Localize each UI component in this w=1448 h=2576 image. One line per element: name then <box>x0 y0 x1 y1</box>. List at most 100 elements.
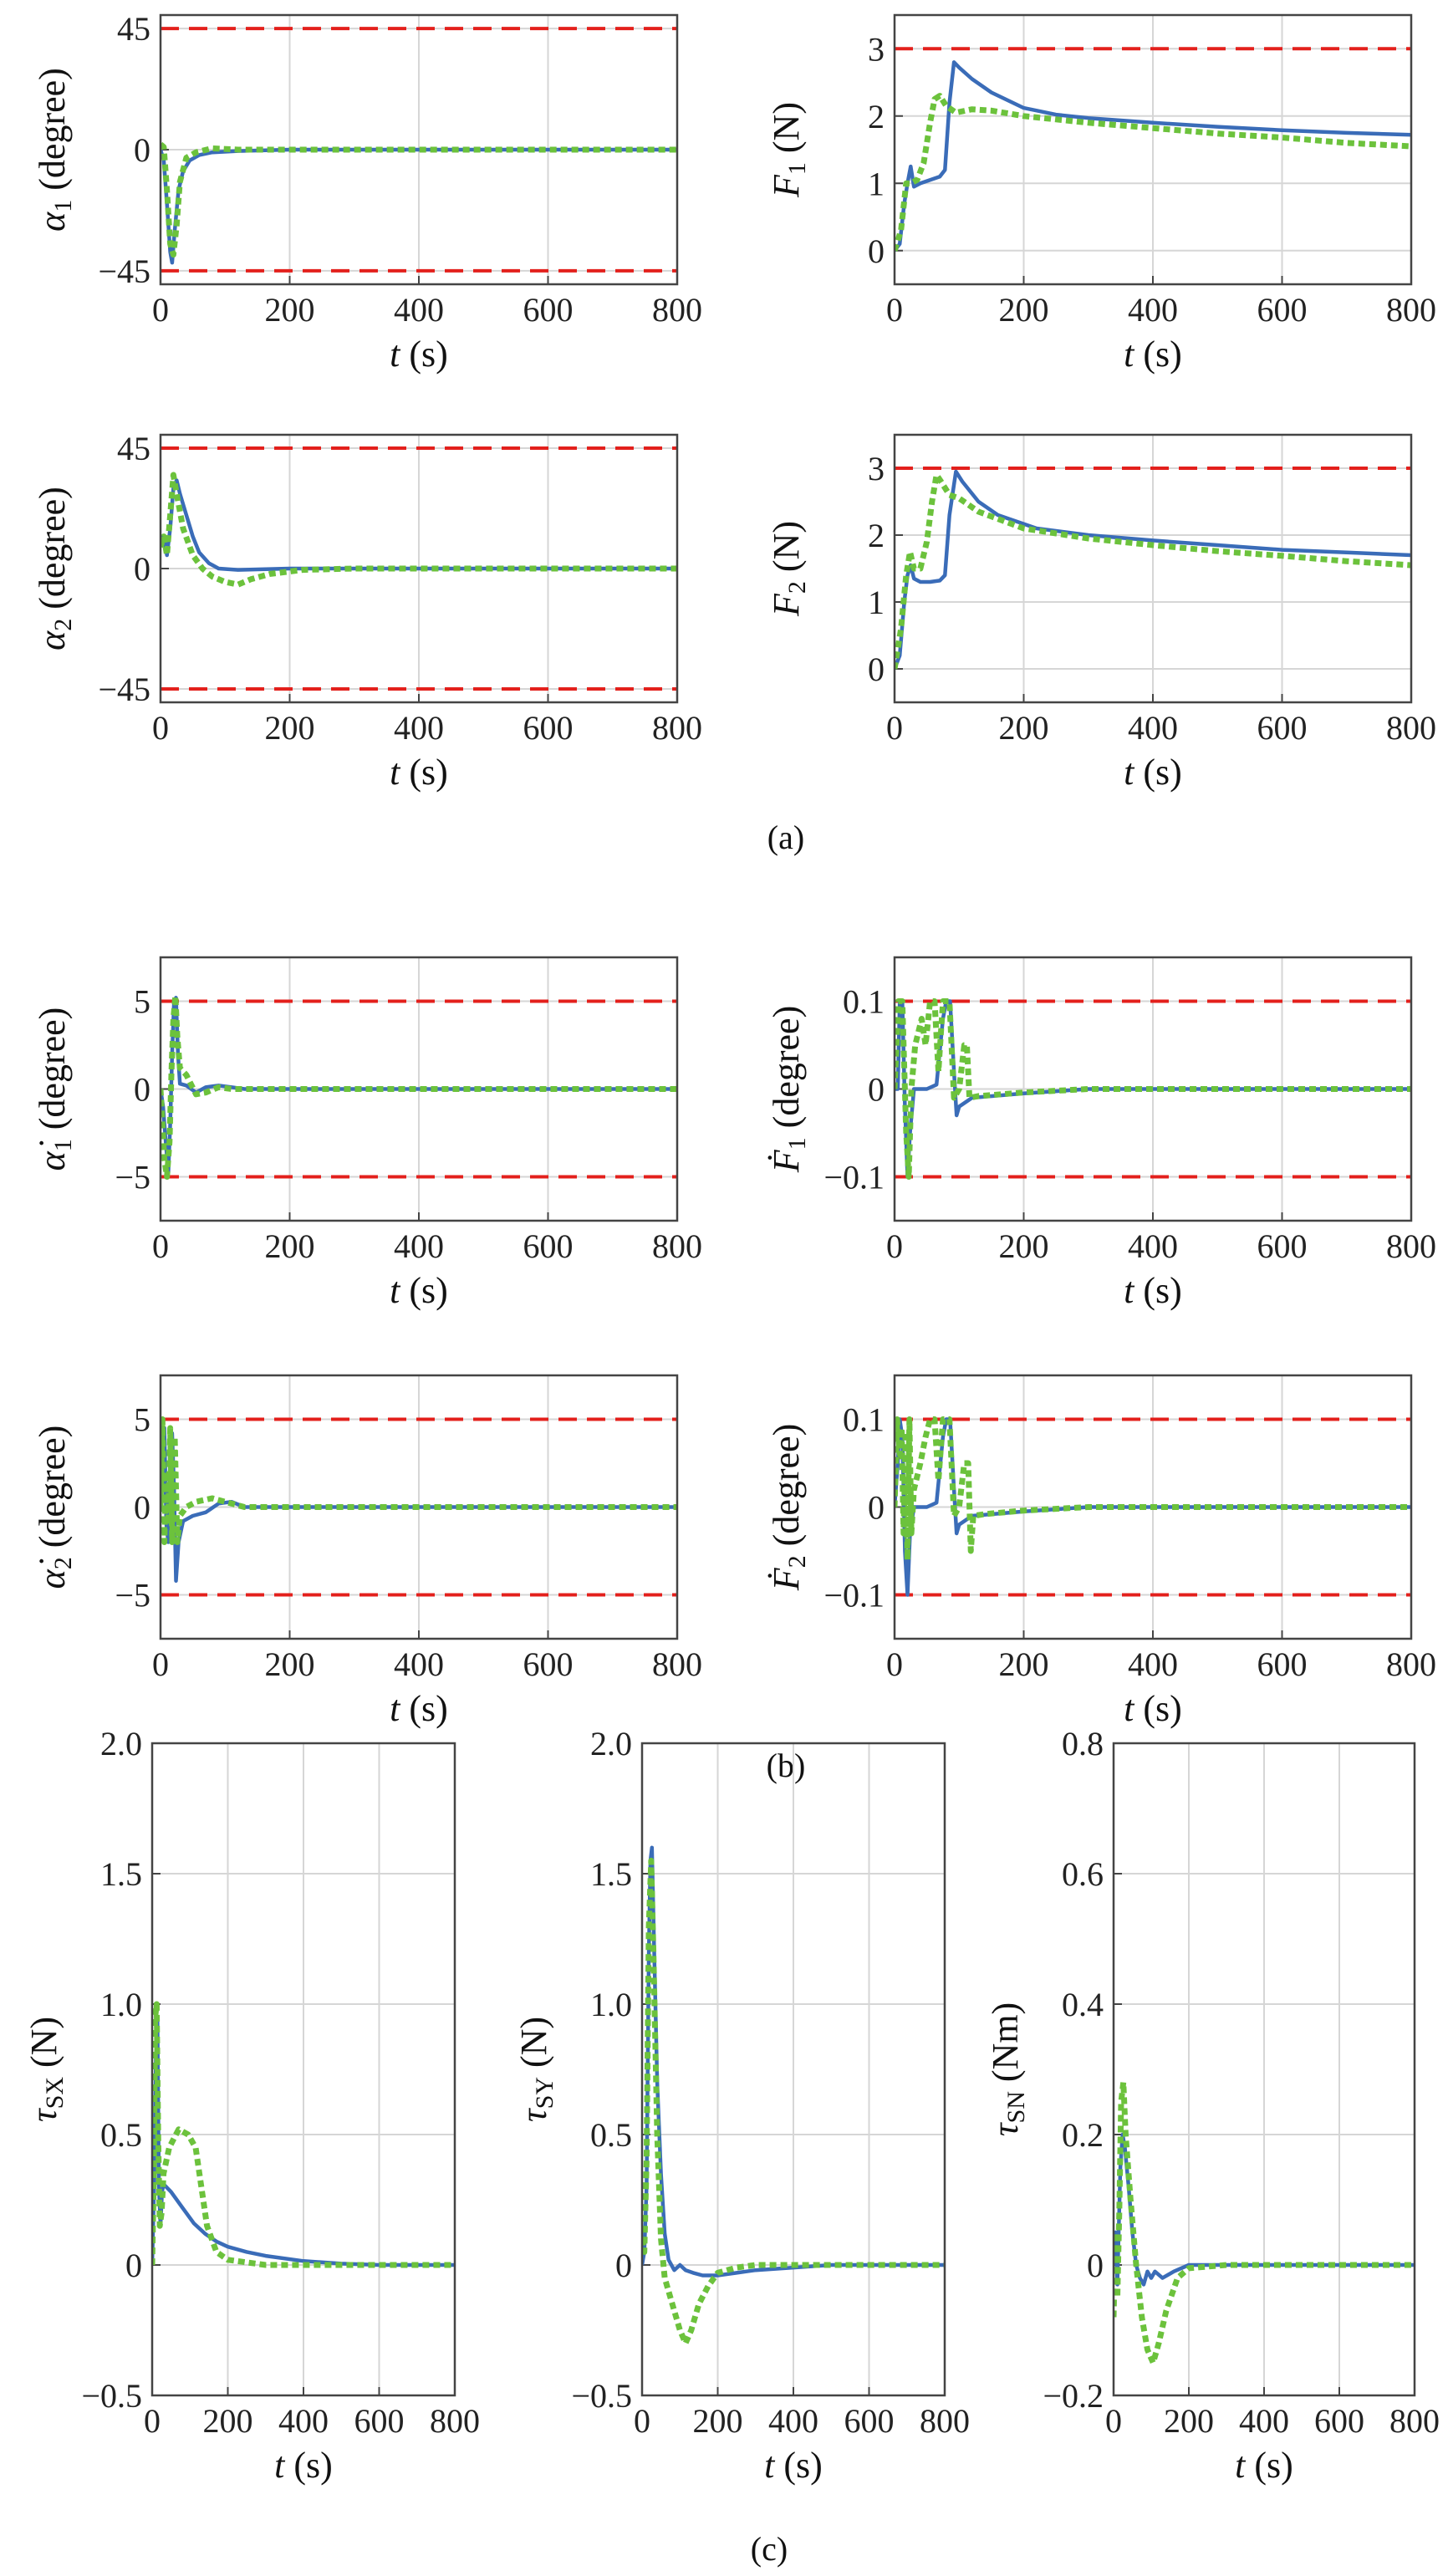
y-tick-label: 0 <box>868 1071 885 1109</box>
y-tick-label: 0 <box>868 232 885 270</box>
x-tick-label: 800 <box>652 709 702 747</box>
y-tick-label: 0 <box>868 1489 885 1527</box>
series-line-dotted <box>161 472 677 588</box>
x-tick-label: 800 <box>652 1227 702 1265</box>
x-tick-label: 800 <box>1386 291 1436 329</box>
x-tick-label: 600 <box>1314 2402 1364 2440</box>
x-tick-label: 600 <box>1257 291 1308 329</box>
y-tick-label: −0.2 <box>1043 2377 1104 2415</box>
y-axis-label: Ḟ1 (degree) <box>766 1006 811 1173</box>
chart-tauSY: 0 200 400 600 800−0.500.51.01.52.0t (s)τSY (… <box>513 1725 970 2486</box>
series-line-dotted <box>1114 2079 1415 2366</box>
y-axis-label: F1 (N) <box>766 102 811 198</box>
y-tick-label: 45 <box>117 430 150 467</box>
x-tick-label: 200 <box>203 2402 253 2440</box>
x-axis-label: t (s) <box>390 334 448 375</box>
y-tick-label: 0 <box>125 2247 142 2284</box>
caption-a: (a) <box>767 819 804 856</box>
x-axis-label: t (s) <box>390 1270 448 1311</box>
x-tick-label: 600 <box>354 2402 405 2440</box>
plot-frame <box>159 1374 679 1640</box>
x-tick-label: 400 <box>1128 1645 1178 1683</box>
x-tick-label: 400 <box>394 709 444 747</box>
y-tick-label: −0.1 <box>823 1577 885 1614</box>
y-tick-label: 0.5 <box>590 2116 632 2154</box>
plot-frame <box>893 13 1413 286</box>
x-tick-label: 400 <box>394 1645 444 1683</box>
y-tick-label: 0 <box>615 2247 632 2284</box>
chart-F1: 0 200 400 600 800 0 1 2 3 t (s) F1 (N) <box>766 13 1436 375</box>
plot-frame <box>159 433 679 704</box>
x-tick-label: 400 <box>394 1227 444 1265</box>
x-tick-label: 0 <box>1105 2402 1122 2440</box>
chart-tauSX: 0 200 400 600 800−0.500.51.01.52.0t (s)τSX (… <box>23 1725 480 2486</box>
x-tick-label: 600 <box>844 2402 895 2440</box>
chart-F1dot: 0 200 400 600 800−0.100.1t (s)Ḟ1 (degree) <box>766 956 1436 1311</box>
y-tick-label: 3 <box>868 30 885 68</box>
y-tick-label: 1 <box>868 165 885 202</box>
plot-frame <box>159 956 679 1222</box>
plot-frame <box>159 13 679 286</box>
series-line-dotted <box>642 1857 945 2347</box>
y-tick-label: 0.8 <box>1062 1725 1104 1762</box>
x-tick-label: 800 <box>652 1645 702 1683</box>
y-tick-label: −5 <box>115 1159 150 1196</box>
y-tick-label: −5 <box>115 1577 150 1614</box>
x-tick-label: 800 <box>1389 2402 1440 2440</box>
x-tick-label: 600 <box>1257 709 1308 747</box>
x-axis-label: t (s) <box>274 2445 333 2486</box>
y-tick-label: 0 <box>134 1071 150 1109</box>
x-axis-label: t (s) <box>1124 1688 1182 1729</box>
y-tick-label: 0.6 <box>1062 1855 1104 1893</box>
caption-c: (c) <box>751 2530 788 2568</box>
x-tick-label: 600 <box>523 1645 574 1683</box>
caption-b: (b) <box>767 1747 806 1784</box>
y-tick-label: 1.0 <box>100 1986 142 2023</box>
y-tick-label: 1.5 <box>100 1855 142 1893</box>
y-axis-label: α2 (degree) <box>32 487 77 650</box>
series-line-dotted <box>895 472 1411 670</box>
x-tick-label: 400 <box>278 2402 329 2440</box>
plot-frame <box>1112 1742 1416 2397</box>
series-line-solid <box>895 60 1411 252</box>
x-tick-label: 200 <box>999 1227 1049 1265</box>
y-tick-label: 0.1 <box>843 1401 885 1439</box>
chart-F2dot: 0 200 400 600 800−0.100.1t (s)Ḟ2 (degree) <box>766 1374 1436 1729</box>
y-tick-label: 5 <box>134 983 150 1021</box>
plot-frame <box>150 1742 456 2397</box>
x-tick-label: 200 <box>1164 2402 1214 2440</box>
x-tick-label: 800 <box>1386 709 1436 747</box>
x-tick-label: 800 <box>652 291 702 329</box>
x-tick-label: 400 <box>394 291 444 329</box>
x-tick-label: 0 <box>152 1645 169 1683</box>
y-tick-label: 2.0 <box>590 1725 632 1762</box>
x-tick-label: 200 <box>265 1645 315 1683</box>
x-tick-label: 600 <box>1257 1645 1308 1683</box>
y-tick-label: 2 <box>868 98 885 135</box>
x-tick-label: 400 <box>768 2402 818 2440</box>
y-tick-label: 1.5 <box>590 1855 632 1893</box>
x-tick-label: 600 <box>523 709 574 747</box>
x-tick-label: 400 <box>1239 2402 1289 2440</box>
y-tick-label: 1.0 <box>590 1986 632 2023</box>
series-line-dotted <box>895 93 1411 252</box>
plot-frame <box>893 433 1413 704</box>
x-tick-label: 600 <box>523 291 574 329</box>
x-tick-label: 0 <box>152 1227 169 1265</box>
plot-frame <box>640 1742 946 2397</box>
y-axis-label: α1 (degree) <box>32 68 77 232</box>
y-tick-label: 2 <box>868 517 885 554</box>
x-axis-label: t (s) <box>1124 752 1182 793</box>
series-line-dotted <box>161 141 677 258</box>
x-tick-label: 0 <box>886 1227 903 1265</box>
y-tick-label: 0 <box>1087 2247 1104 2284</box>
y-axis-label: α̇1 (degree) <box>32 1007 77 1171</box>
series-line-dotted <box>895 1416 1411 1563</box>
x-tick-label: 200 <box>999 1645 1049 1683</box>
y-tick-label: 0.5 <box>100 2116 142 2154</box>
x-tick-label: 200 <box>693 2402 743 2440</box>
x-tick-label: 600 <box>1257 1227 1308 1265</box>
